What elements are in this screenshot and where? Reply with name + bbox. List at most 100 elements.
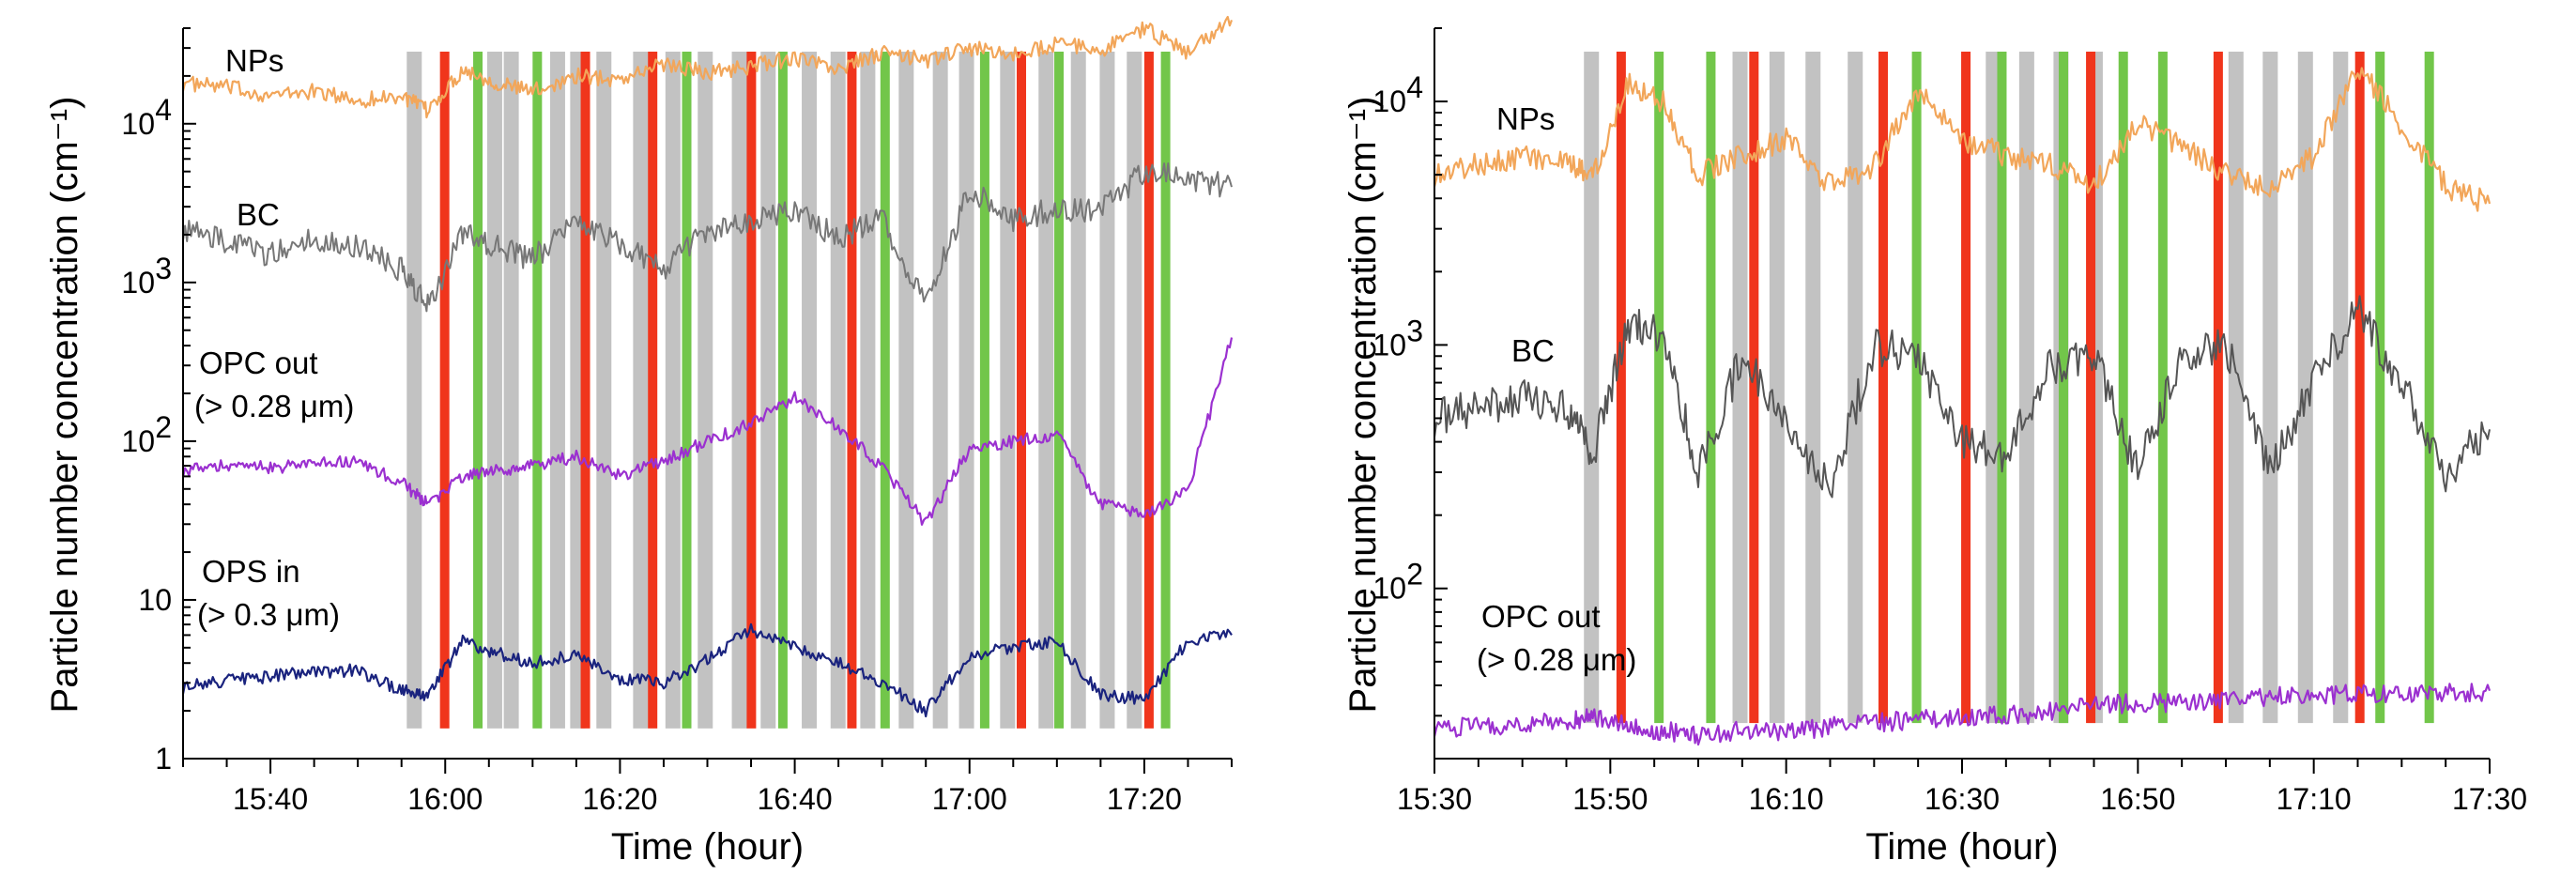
gray-band: [549, 52, 565, 729]
red-bar: [1878, 52, 1889, 724]
gray-band: [2333, 52, 2349, 724]
gray-band: [486, 52, 502, 729]
gray-band: [830, 52, 846, 729]
y-tick-label: 10: [1372, 84, 1406, 118]
y-tick-label: 10: [1372, 572, 1406, 606]
green-bar: [979, 52, 989, 729]
series-label: BC: [237, 197, 280, 232]
series-label-range: (> 0.28 μm): [194, 389, 354, 423]
gray-band: [406, 52, 422, 729]
gray-band: [1805, 52, 1821, 724]
green-bar: [473, 52, 483, 729]
gray-band: [1769, 52, 1785, 724]
green-bar: [1654, 52, 1664, 724]
x-tick-label: 17:00: [932, 782, 1007, 816]
x-axis-title: Time (hour): [611, 826, 804, 868]
gray-band: [1848, 52, 1863, 724]
gray-band: [932, 52, 948, 729]
x-tick-label: 16:30: [1924, 782, 2000, 816]
green-bar: [2424, 52, 2434, 724]
red-bar: [1961, 52, 1971, 724]
gray-band: [898, 52, 914, 729]
x-axis-title: Time (hour): [1865, 826, 2058, 868]
gray-band: [698, 52, 713, 729]
gray-band: [633, 52, 649, 729]
red-bar: [439, 52, 450, 729]
y-tick-label: 10: [121, 424, 155, 458]
green-bar: [1160, 52, 1171, 729]
red-bar: [1143, 52, 1154, 729]
y-tick-exponent: 2: [1406, 558, 1423, 591]
x-tick-label: 15:40: [233, 782, 308, 816]
y-tick-exponent: 4: [155, 93, 172, 127]
gray-band: [596, 52, 612, 729]
green-bar: [1911, 52, 1922, 724]
x-tick-label: 16:10: [1749, 782, 1824, 816]
x-tick-label: 17:30: [2452, 782, 2527, 816]
series-line-ops: [181, 622, 1233, 718]
series-label: OPS in: [202, 554, 300, 589]
red-bar: [1616, 52, 1626, 724]
gray-band: [1038, 52, 1054, 729]
series-label: OPC out: [1481, 599, 1601, 634]
gray-band: [1732, 52, 1748, 724]
series-label: BC: [1511, 333, 1555, 368]
x-tick-label: 16:50: [2100, 782, 2175, 816]
green-bar: [2375, 52, 2385, 724]
series-line-opc: [1433, 683, 2492, 746]
gray-band: [2297, 52, 2313, 724]
red-bar: [580, 52, 590, 729]
x-tick-label: 16:20: [582, 782, 657, 816]
red-bar: [1017, 52, 1027, 729]
gray-band: [860, 52, 876, 729]
y-tick-exponent: 2: [155, 410, 172, 444]
y-tick-exponent: 3: [1406, 314, 1423, 347]
y-tick-label: 10: [1372, 328, 1406, 361]
gray-band: [802, 52, 818, 729]
y-tick-exponent: 4: [1406, 70, 1423, 104]
gray-band: [1584, 52, 1600, 724]
series-line-nps: [1433, 67, 2492, 212]
x-tick-label: 16:40: [758, 782, 833, 816]
green-bar: [1997, 52, 2007, 724]
gray-band: [503, 52, 519, 729]
red-bar: [2086, 52, 2096, 724]
red-bar: [746, 52, 757, 729]
green-bar: [1054, 52, 1065, 729]
green-bar: [2059, 52, 2069, 724]
y-tick-label: 1: [155, 742, 172, 776]
gray-band: [2228, 52, 2244, 724]
y-axis-title: Particle number concentration (cm⁻¹): [44, 97, 85, 714]
gray-band: [958, 52, 974, 729]
red-bar: [2354, 52, 2365, 724]
gray-band: [665, 52, 681, 729]
series-label: NPs: [225, 43, 284, 78]
green-bar: [777, 52, 788, 729]
series-label: NPs: [1496, 101, 1555, 136]
gray-band: [1070, 52, 1086, 729]
x-tick-label: 17:10: [2277, 782, 2352, 816]
series-label: OPC out: [199, 346, 318, 380]
green-bar: [682, 52, 692, 729]
y-tick-label: 10: [138, 583, 172, 617]
gray-band: [2018, 52, 2034, 724]
red-bar: [2213, 52, 2223, 724]
series-line-opc: [181, 337, 1234, 526]
green-bar: [1706, 52, 1716, 724]
red-bar: [847, 52, 857, 729]
green-bar: [532, 52, 543, 729]
x-tick-label: 15:50: [1572, 782, 1648, 816]
red-bar: [648, 52, 658, 729]
x-tick-label: 15:30: [1397, 782, 1472, 816]
gray-band: [760, 52, 776, 729]
gray-band: [731, 52, 747, 729]
y-axis-title: Particle number concentration (cm⁻¹): [1342, 97, 1384, 714]
x-tick-label: 17:20: [1107, 782, 1182, 816]
y-tick-label: 10: [121, 266, 155, 300]
gray-band: [1127, 52, 1142, 729]
gray-band: [1000, 52, 1016, 729]
series-label-range: (> 0.28 μm): [1477, 642, 1636, 677]
gray-band: [2262, 52, 2278, 724]
